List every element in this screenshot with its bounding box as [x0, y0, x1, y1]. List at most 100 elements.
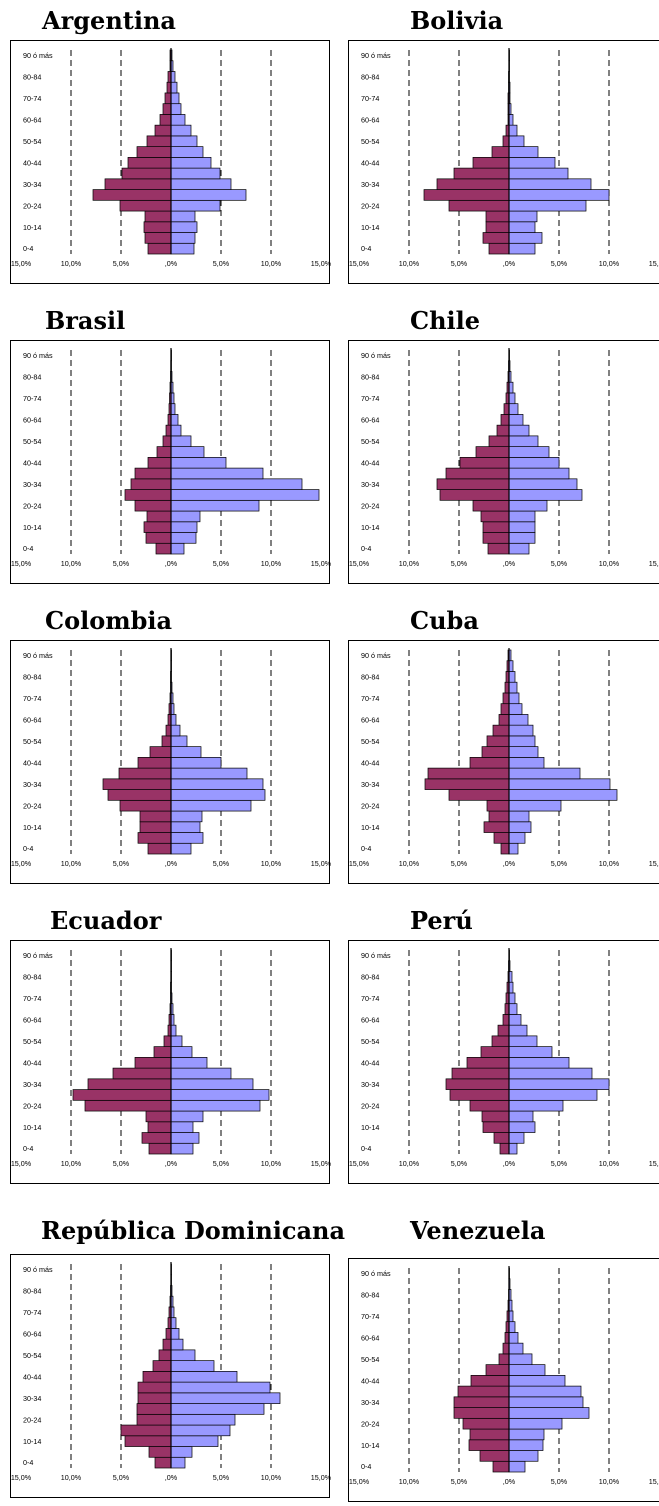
bar-female-40-44: [508, 457, 560, 469]
bar-male-15-19: [145, 1110, 172, 1123]
y-tick-label: 20-24: [23, 1101, 41, 1110]
y-tick-label: 70-74: [23, 1308, 41, 1317]
y-tick-label: 90 ó más: [361, 651, 391, 660]
bar-female-55-59: [170, 1338, 184, 1351]
bar-female-65-69: [170, 1317, 177, 1329]
bar-female-0-4: [170, 1456, 186, 1469]
bar-male-60-64: [500, 414, 510, 426]
y-tick-label: 30-34: [361, 480, 379, 489]
bar-male-15-19: [481, 1110, 510, 1123]
bar-female-10-14: [170, 1435, 219, 1447]
y-tick-label: 80-84: [23, 972, 41, 981]
y-tick-label: 90 ó más: [23, 951, 53, 960]
y-tick-label: 80-84: [361, 972, 379, 981]
bar-female-30-34: [508, 178, 592, 190]
chart-frame: 0-4 10-14 20-24 30-34 40-44 50-54 60-64 70-74 80…: [10, 940, 331, 1184]
x-tick-label: 10,0%: [599, 259, 620, 268]
bar-female-5-9: [170, 832, 204, 844]
bar-female-25-29: [508, 789, 618, 801]
x-tick-label: 5,0%: [551, 1159, 568, 1168]
bar-female-20-24: [170, 799, 252, 812]
bar-male-65-69: [500, 703, 510, 715]
x-tick-label: 5,0%: [213, 1473, 230, 1482]
bar-female-85-89: [508, 660, 514, 672]
bar-female-45-49: [508, 146, 539, 158]
x-tick-label: 15,0%: [649, 859, 659, 868]
bar-male-30-34: [445, 1078, 510, 1090]
bar-female-35-39: [508, 467, 570, 480]
y-tick-label: 40-44: [23, 1372, 41, 1381]
y-tick-label: 80-84: [23, 72, 41, 81]
y-tick-label: 60-64: [23, 715, 41, 724]
bar-female-40-44: [170, 1371, 238, 1383]
chart-title: Cuba: [410, 606, 479, 635]
bar-female-40-44: [170, 457, 227, 469]
bar-male-35-39: [121, 167, 172, 180]
bar-male-25-29: [124, 489, 172, 501]
y-tick-label: 30-34: [361, 1080, 379, 1089]
bar-female-45-49: [508, 1364, 546, 1376]
bar-female-0-4: [170, 1142, 194, 1155]
bar-female-50-54: [508, 1353, 533, 1365]
y-tick-label: 70-74: [361, 394, 379, 403]
bar-male-5-9: [493, 832, 510, 844]
chart-frame: 0-4 10-14 20-24 30-34 40-44 50-54 60-64 70-74 80…: [348, 1258, 659, 1502]
bar-male-0-4: [148, 1142, 172, 1155]
bar-female-45-49: [508, 446, 550, 458]
bar-female-25-29: [170, 1403, 265, 1415]
bar-female-5-9: [508, 1450, 539, 1462]
bar-female-65-69: [508, 1321, 516, 1333]
y-tick-label: 0-4: [23, 1458, 33, 1467]
bar-male-40-44: [470, 1375, 510, 1387]
bar-female-15-19: [170, 1110, 204, 1123]
bar-male-45-49: [136, 146, 172, 158]
bar-male-55-59: [496, 424, 510, 437]
bar-female-15-19: [170, 510, 201, 523]
bar-female-55-59: [170, 1024, 177, 1037]
y-tick-label: 20-24: [23, 801, 41, 810]
bar-male-45-49: [475, 446, 510, 458]
bar-female-20-24: [170, 1099, 261, 1112]
bar-female-60-64: [508, 414, 524, 426]
bar-male-35-39: [445, 467, 510, 480]
pyramid-svg: 0-4 10-14 20-24 30-34 40-44 50-54 60-64 70-74 80…: [349, 1266, 659, 1486]
x-tick-label: 15,0%: [649, 1477, 659, 1486]
bar-male-25-29: [92, 189, 172, 201]
y-tick-label: 50-54: [23, 137, 41, 146]
y-tick-label: 30-34: [23, 1080, 41, 1089]
bar-female-80-84: [170, 71, 176, 83]
bar-female-40-44: [508, 1375, 566, 1387]
y-tick-label: 50-54: [361, 437, 379, 446]
bar-female-30-34: [170, 178, 232, 190]
y-tick-label: 50-54: [23, 1037, 41, 1046]
x-tick-label: 10,0%: [261, 559, 282, 568]
bar-female-35-39: [508, 1067, 593, 1080]
bar-male-50-54: [146, 135, 172, 147]
x-tick-label: ,0%: [165, 1473, 178, 1482]
bar-female-0-4: [170, 842, 192, 855]
x-tick-label: 10,0%: [399, 1477, 420, 1486]
chart-title: Ecuador: [50, 906, 162, 935]
bar-female-55-59: [508, 1024, 528, 1037]
bar-female-10-14: [170, 521, 198, 533]
bar-female-10-14: [508, 1439, 544, 1451]
x-tick-label: 10,0%: [261, 859, 282, 868]
y-tick-label: 90 ó más: [23, 51, 53, 60]
bar-female-30-34: [170, 778, 264, 790]
bar-male-15-19: [146, 510, 172, 523]
bar-female-45-49: [170, 146, 204, 158]
bar-female-50-54: [508, 735, 536, 747]
x-tick-label: 5,0%: [551, 259, 568, 268]
bar-male-65-69: [503, 403, 510, 415]
bar-female-35-39: [170, 767, 248, 780]
x-tick-label: 15,0%: [349, 1477, 370, 1486]
x-tick-label: 10,0%: [599, 1477, 620, 1486]
x-tick-label: 10,0%: [599, 559, 620, 568]
bar-male-10-14: [147, 1121, 172, 1133]
y-tick-label: 10-14: [361, 223, 379, 232]
chart-frame: 0-4 10-14 20-24 30-34 40-44 50-54 60-64 70-74 80…: [10, 340, 331, 584]
x-tick-label: 10,0%: [61, 1473, 82, 1482]
bar-female-20-24: [508, 199, 587, 212]
x-tick-label: 15,0%: [11, 559, 32, 568]
y-tick-label: 20-24: [23, 201, 41, 210]
